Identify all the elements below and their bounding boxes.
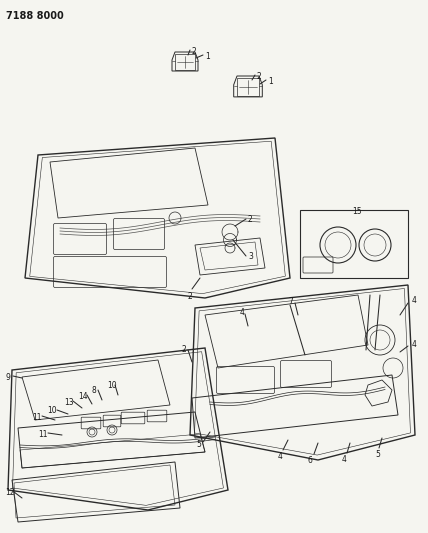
- Text: 4: 4: [278, 452, 283, 461]
- Text: 4: 4: [412, 296, 417, 305]
- Text: 6: 6: [308, 456, 313, 465]
- Text: 2: 2: [248, 215, 253, 224]
- Text: 14: 14: [78, 392, 88, 401]
- Text: 4: 4: [342, 455, 347, 464]
- Text: 7188 8000: 7188 8000: [6, 11, 64, 21]
- Text: 1: 1: [268, 77, 273, 86]
- Text: 11: 11: [32, 413, 42, 422]
- Text: 11: 11: [38, 430, 48, 439]
- Text: 7: 7: [288, 297, 293, 306]
- Text: 15: 15: [352, 207, 362, 216]
- Text: 4: 4: [412, 340, 417, 349]
- Text: 10: 10: [47, 406, 56, 415]
- Text: 2: 2: [257, 72, 262, 81]
- Text: 10: 10: [107, 381, 116, 390]
- Text: 1: 1: [205, 52, 210, 61]
- Text: 13: 13: [64, 398, 74, 407]
- Text: 2: 2: [188, 292, 193, 301]
- Text: 3: 3: [248, 252, 253, 261]
- Text: 2: 2: [192, 47, 197, 56]
- Text: 9: 9: [5, 373, 10, 382]
- Text: 12: 12: [5, 488, 15, 497]
- Text: 5: 5: [196, 440, 201, 449]
- Text: 4: 4: [240, 308, 245, 317]
- Text: 5: 5: [375, 450, 380, 459]
- Text: 8: 8: [92, 386, 97, 395]
- Text: 2: 2: [182, 345, 187, 354]
